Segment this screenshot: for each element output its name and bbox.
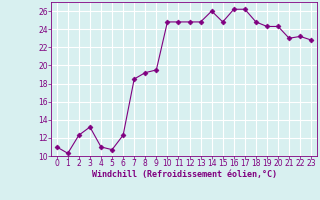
X-axis label: Windchill (Refroidissement éolien,°C): Windchill (Refroidissement éolien,°C) bbox=[92, 170, 276, 179]
